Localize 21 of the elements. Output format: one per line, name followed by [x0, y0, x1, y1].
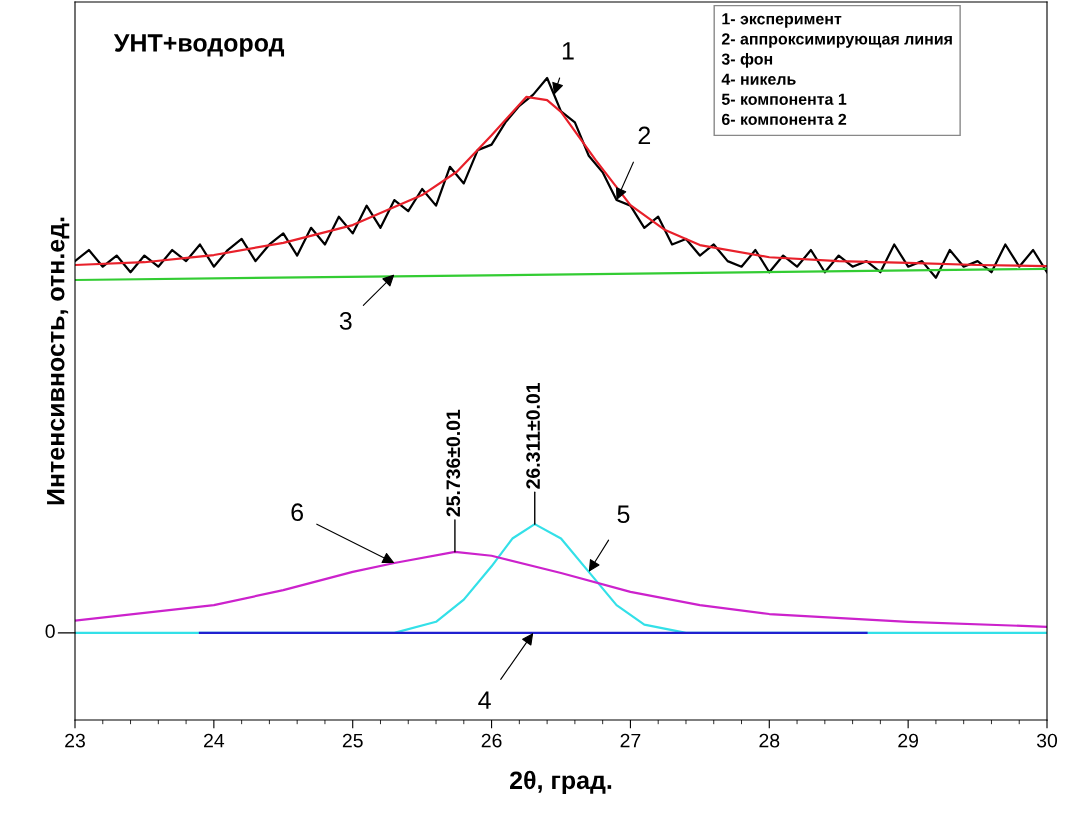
- annotation: 5: [617, 505, 630, 524]
- annotation: 1- эксперимент 2- аппроксимирующая линия 3- фон 4- никель 5- компонента 1 6- компонента 2: [721, 13, 952, 125]
- annotation: 0: [45, 624, 55, 639]
- x-tick-label: 28: [759, 733, 780, 748]
- text: УНТ+водород: [113, 34, 285, 57]
- y-axis-title: Интенсивность, отн.ед.: [47, 217, 70, 505]
- annotation: 3: [339, 312, 352, 330]
- annotation: 25.736±0.01: [446, 409, 461, 517]
- x-tick-label: 23: [65, 733, 85, 748]
- annotation: 2: [638, 126, 651, 145]
- x-axis-title: 2θ, град.: [510, 770, 612, 795]
- x-tick-label: 29: [898, 733, 919, 748]
- x-tick-label: 24: [204, 733, 225, 748]
- x-tick-label: 25: [342, 733, 363, 748]
- annotation: 1: [562, 42, 574, 60]
- x-tick-label: 27: [620, 733, 641, 748]
- annotation: 4: [478, 691, 491, 709]
- x-tick-label: 26: [481, 733, 502, 748]
- annotation: 26.311±0.01: [526, 383, 540, 489]
- annotation: 6: [291, 503, 303, 522]
- x-tick-label: 30: [1036, 733, 1058, 748]
